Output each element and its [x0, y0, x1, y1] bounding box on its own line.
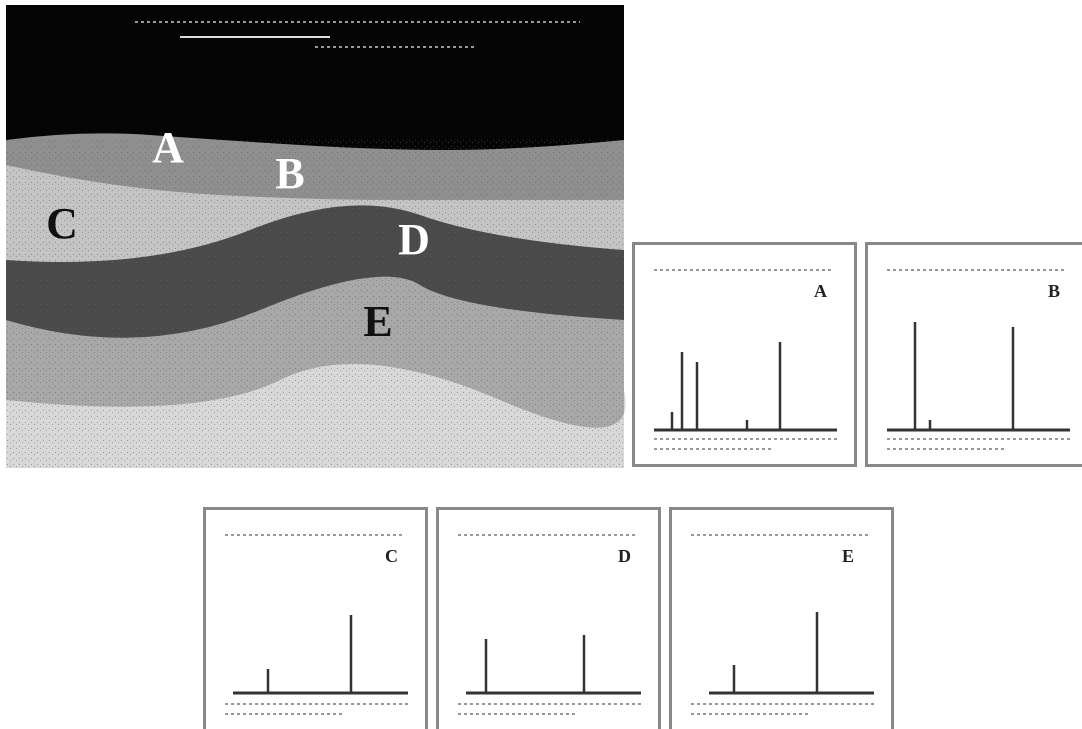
- micrograph: A B C D E: [6, 5, 626, 468]
- figure: A B C D E A B C: [0, 0, 1082, 729]
- panel-label: A: [814, 281, 827, 301]
- spectrum-panel: A: [634, 244, 856, 466]
- spectrum-panel: B: [867, 244, 1082, 466]
- region-label: A: [152, 123, 184, 172]
- spectrum-panel: E: [671, 509, 893, 729]
- panel-label: B: [1048, 281, 1060, 301]
- region-label: E: [363, 297, 392, 346]
- region-label: B: [275, 149, 304, 198]
- spectrum-panel: D: [438, 509, 660, 729]
- spectrum-panel: C: [205, 509, 427, 729]
- page: A B C D E A B C: [0, 0, 1082, 729]
- panel-label: D: [618, 546, 631, 566]
- region-label: C: [46, 199, 78, 248]
- panel-label: E: [842, 546, 854, 566]
- region-label: D: [398, 215, 430, 264]
- panel-label: C: [385, 546, 398, 566]
